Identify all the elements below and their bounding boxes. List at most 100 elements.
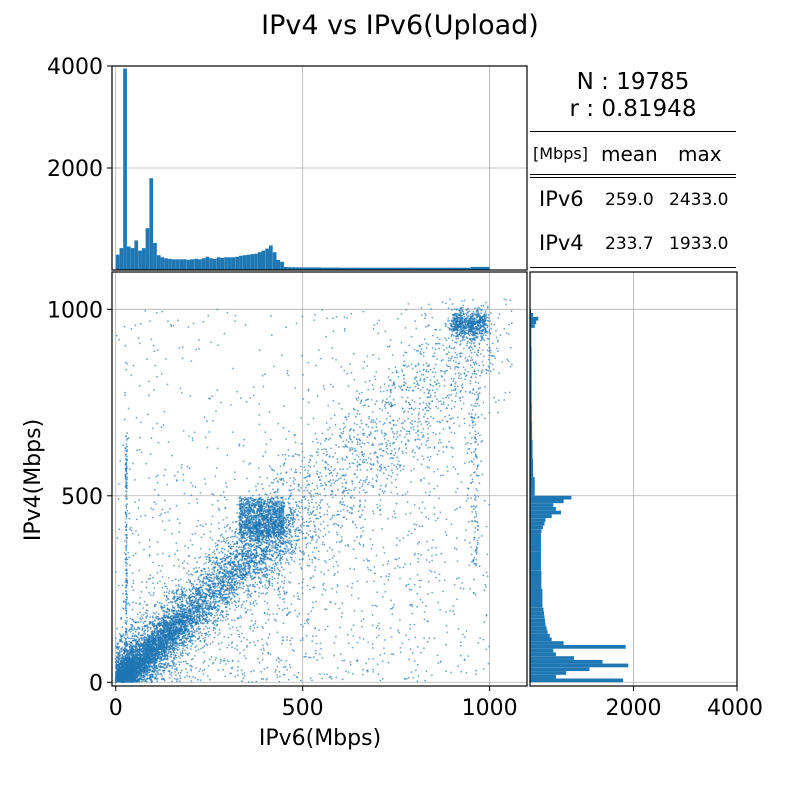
- scatter-point: [197, 598, 200, 601]
- scatter-point: [122, 634, 125, 637]
- scatter-point: [175, 652, 178, 654]
- scatter-point: [251, 575, 254, 577]
- scatter-point: [154, 673, 157, 675]
- scatter-point: [216, 577, 218, 580]
- scatter-point: [274, 557, 277, 560]
- scatter-point: [195, 604, 198, 607]
- scatter-point: [286, 545, 289, 548]
- scatter-point: [252, 601, 255, 603]
- scatter-point: [198, 557, 201, 559]
- scatter-point: [212, 600, 215, 603]
- scatter-point: [159, 669, 162, 671]
- scatter-point: [214, 584, 216, 587]
- scatter-point: [218, 586, 221, 589]
- scatter-point: [190, 641, 192, 643]
- scatter-point: [224, 584, 227, 587]
- scatter-point: [214, 614, 216, 617]
- scatter-point: [186, 635, 189, 637]
- scatter-point: [305, 520, 308, 523]
- scatter-point: [186, 606, 189, 609]
- scatter-point: [187, 602, 190, 605]
- scatter-point: [214, 631, 217, 634]
- scatter-point: [270, 545, 273, 547]
- scatter-point: [293, 550, 296, 553]
- scatter-point: [142, 627, 144, 630]
- scatter-point: [233, 583, 236, 586]
- scatter-point: [176, 595, 179, 598]
- scatter-point: [157, 669, 160, 672]
- scatter-point: [145, 625, 148, 627]
- scatter-point: [251, 578, 253, 581]
- scatter-point: [180, 595, 183, 598]
- scatter-point: [199, 589, 202, 592]
- scatter-point: [209, 604, 211, 606]
- scatter-point: [226, 567, 229, 569]
- scatter-point: [217, 584, 220, 586]
- scatter-point: [218, 540, 220, 542]
- scatter-point: [297, 510, 300, 512]
- scatter-point: [216, 595, 218, 598]
- scatter-point: [213, 604, 215, 607]
- scatter-point: [284, 542, 286, 545]
- scatter-point: [204, 593, 207, 595]
- scatter-point: [176, 597, 178, 600]
- scatter-point: [301, 537, 304, 540]
- scatter-point: [227, 572, 230, 575]
- scatter-point: [214, 583, 217, 586]
- scatter-point: [247, 590, 250, 592]
- scatter-point: [205, 575, 208, 578]
- scatter-point: [305, 543, 308, 546]
- scatter-point: [272, 541, 274, 544]
- scatter-point: [224, 606, 227, 608]
- scatter-point: [196, 611, 198, 614]
- scatter-point: [142, 613, 145, 616]
- scatter-point: [295, 539, 297, 542]
- scatter-point: [245, 584, 248, 587]
- scatter-point: [196, 583, 198, 586]
- scatter-point: [187, 578, 190, 581]
- scatter-point: [179, 672, 182, 674]
- scatter-point: [205, 595, 207, 598]
- scatter-point: [194, 604, 196, 607]
- scatter-point: [182, 647, 185, 650]
- scatter-point: [223, 538, 226, 540]
- scatter-point: [222, 600, 225, 603]
- scatter-point: [223, 555, 226, 557]
- scatter-point: [238, 533, 241, 536]
- scatter-point: [159, 627, 162, 630]
- scatter-point: [289, 571, 292, 574]
- scatter-point: [230, 589, 233, 592]
- scatter-point: [236, 565, 239, 568]
- scatter-point: [205, 558, 208, 561]
- scatter-point: [289, 522, 292, 525]
- scatter-point: [118, 652, 121, 654]
- scatter-point: [184, 590, 187, 593]
- scatter-point: [124, 633, 127, 636]
- scatter-point: [284, 561, 287, 564]
- scatter-point: [245, 544, 248, 546]
- scatter-point: [175, 609, 177, 612]
- scatter-point: [138, 638, 141, 640]
- scatter-point: [198, 566, 201, 569]
- scatter-point: [151, 615, 154, 618]
- scatter-point: [260, 568, 263, 570]
- scatter-point: [167, 650, 170, 652]
- scatter-point: [242, 561, 245, 564]
- scatter-point: [247, 551, 250, 554]
- scatter-point: [192, 586, 195, 588]
- scatter-point: [242, 585, 245, 588]
- scatter-point: [260, 548, 263, 551]
- scatter-point: [156, 601, 159, 603]
- scatter-point: [214, 553, 216, 555]
- scatter-point: [176, 593, 178, 596]
- scatter-point: [185, 599, 188, 602]
- scatter-point: [221, 595, 224, 597]
- scatter-point: [251, 545, 254, 547]
- scatter-point: [224, 585, 227, 588]
- scatter-point: [230, 557, 233, 560]
- scatter-point: [182, 591, 184, 594]
- scatter-point: [173, 658, 176, 661]
- scatter-point: [211, 608, 213, 611]
- scatter-point: [213, 560, 215, 562]
- scatter-point: [232, 566, 235, 568]
